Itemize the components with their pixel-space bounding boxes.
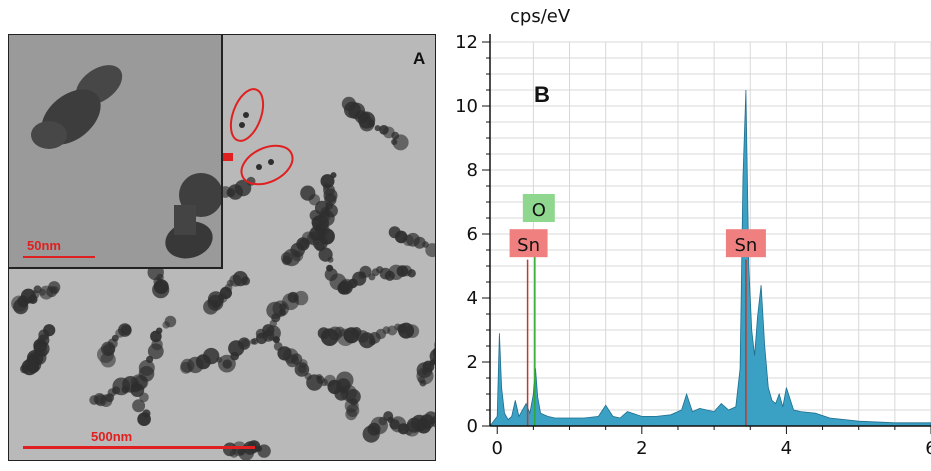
nanoparticle (120, 324, 132, 336)
nanoparticle (308, 194, 321, 206)
nanoparticle (391, 138, 398, 145)
nanoparticle (130, 374, 148, 391)
nanoparticle (407, 269, 416, 278)
nanoparticle (434, 341, 435, 349)
nanoparticle (31, 121, 67, 149)
nanoparticle (294, 362, 310, 377)
nanoparticle (256, 164, 262, 170)
sn-peak-tag-high-box (725, 229, 766, 258)
annotation-ellipse (240, 144, 294, 186)
sn-peak-tag-high-label: Sn (735, 235, 758, 256)
nanoparticle (320, 174, 335, 189)
nanoparticle (432, 347, 435, 358)
nanoparticle (359, 265, 372, 278)
nanoparticle (241, 339, 250, 348)
panel-b-letter: B (534, 82, 550, 107)
sn-peak-tag-low: Sn (509, 229, 548, 258)
y-tick-label: 2 (467, 352, 478, 373)
nanoparticle (316, 374, 323, 381)
nanoparticle (241, 276, 251, 286)
nanoparticle (293, 290, 309, 306)
x-tick-label: 2 (636, 438, 647, 459)
nanoparticle (132, 399, 146, 413)
nanoparticle (327, 256, 334, 263)
sn-peak-tag-low-box (509, 229, 548, 258)
y-tick-label: 6 (467, 224, 478, 245)
nanoparticle (430, 415, 435, 428)
inset-micrograph-image (31, 65, 221, 259)
panel-a-letter: A (413, 49, 426, 68)
tem-micrograph-panel: 50nm A 500nm (8, 34, 436, 461)
nanoparticle (250, 338, 257, 345)
nanoparticle (142, 409, 151, 418)
inset-scale-bar-label: 50nm (27, 238, 61, 253)
nanoparticle (345, 408, 358, 421)
y-tick-label: 10 (455, 96, 478, 117)
nanoparticle (379, 125, 389, 135)
sn-peak-tag-high: Sn (725, 229, 766, 258)
nanoparticle (203, 347, 220, 365)
y-tick-label: 0 (467, 416, 478, 437)
inset-scale-bar (23, 256, 95, 258)
x-tick-label: 6 (925, 438, 931, 459)
sn-peak-tag-low-label: Sn (517, 235, 540, 256)
nanoparticle (425, 243, 435, 258)
main-scale-bar-label: 500nm (91, 429, 133, 444)
nanoparticle (222, 359, 232, 369)
nanoparticle (174, 205, 196, 235)
eds-spectrum-chart: Sn O Sn 0 2 4 6 8 10 12 0 2 4 6 cps/eV B (455, 6, 931, 459)
nanoparticle (20, 364, 29, 374)
nanoparticle (223, 442, 237, 457)
nanoparticle (243, 112, 249, 118)
nanoparticle (279, 308, 286, 316)
y-tick-label: 4 (467, 288, 478, 309)
nanoparticle (156, 327, 163, 334)
nanoparticle (374, 125, 381, 132)
nanoparticle (272, 336, 280, 344)
nanoparticle (405, 324, 420, 339)
nanoparticle (164, 315, 177, 328)
nanoparticle (11, 295, 28, 312)
y-tick-label: 8 (467, 160, 478, 181)
nanoparticle (341, 96, 356, 111)
y-axis-unit-label: cps/eV (510, 6, 571, 27)
nanoparticle (239, 122, 245, 128)
nanoparticle (262, 324, 275, 337)
y-tick-label: 12 (455, 32, 478, 53)
nanoparticle (138, 359, 155, 376)
o-peak-tag-label: O (532, 200, 546, 221)
main-scale-bar (23, 446, 255, 449)
o-peak-tag: O (522, 194, 555, 222)
annotation-ellipse (229, 88, 265, 142)
x-tick-label: 0 (492, 438, 503, 459)
x-tick-label: 4 (781, 438, 792, 459)
eds-spectrum-panel: Sn O Sn 0 2 4 6 8 10 12 0 2 4 6 cps/eV B (436, 0, 931, 466)
nanoparticle (330, 172, 337, 179)
inset-micrograph: 50nm (9, 35, 223, 269)
nanoparticle (268, 159, 274, 165)
o-peak-tag-box (522, 194, 555, 222)
